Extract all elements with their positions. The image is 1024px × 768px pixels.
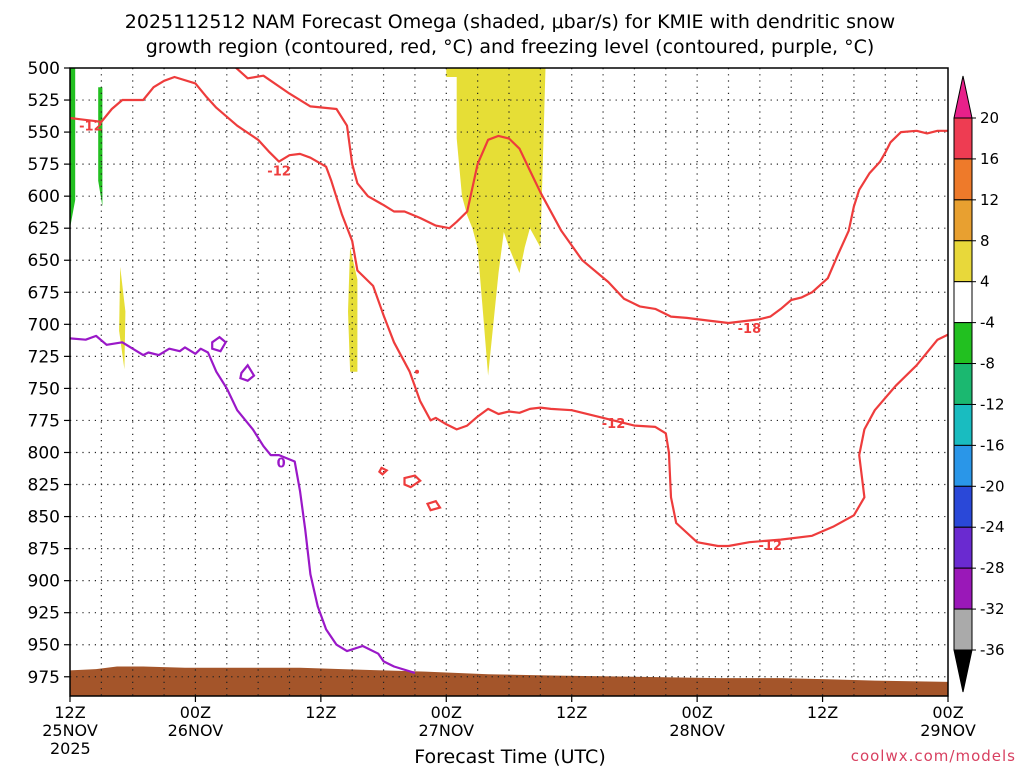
colorbar-label: 4 <box>980 273 990 291</box>
colorbar-segment-11 <box>953 567 973 610</box>
contour-dot <box>415 369 420 374</box>
x-tick-label-time: 00Z <box>431 703 462 722</box>
colorbar: 20 16 12 8 4 -4 -8 -12 -16 -20 -24 -28 -32 -36 <box>953 75 1005 693</box>
colorbar-label: 8 <box>980 232 990 250</box>
x-tick-label-date: 25NOV <box>42 721 98 740</box>
closed-contour-2 <box>377 466 389 476</box>
y-tick-label: 675 <box>28 283 60 303</box>
contour-label-dgz_upper: -12 <box>79 120 103 135</box>
plot-content: -12 -12 -18 -12 -12 0 <box>70 68 948 696</box>
colorbar-bottom-arrow <box>953 649 973 693</box>
terrain-fill <box>70 666 948 696</box>
omega-negative-patch-0 <box>70 68 76 229</box>
colorbar-segment-1 <box>953 158 973 201</box>
y-tick-label: 550 <box>28 123 60 143</box>
closed-contour-1 <box>239 363 256 382</box>
colorbar-segment-8 <box>953 444 973 487</box>
colorbar-top-arrow <box>953 75 973 119</box>
contour-line-2 <box>70 75 948 548</box>
y-tick-label: 950 <box>28 636 60 656</box>
colorbar-segment-10 <box>953 526 973 569</box>
contour-label-dgz_upper_c: -18 <box>738 322 762 337</box>
x-tick-label-date: 29NOV <box>920 721 976 740</box>
plot-frame <box>69 67 949 697</box>
y-tick-label: 900 <box>28 572 60 592</box>
colorbar-label: -36 <box>980 641 1005 659</box>
chart-title-line-1: 2025112512 NAM Forecast Omega (shaded, μ… <box>125 11 895 33</box>
omega-negative-patch-1 <box>98 87 103 207</box>
y-tick-label: 700 <box>28 315 60 335</box>
colorbar-label: 20 <box>980 109 999 127</box>
x-tick-label-time: 00Z <box>180 703 211 722</box>
y-tick-label: 750 <box>28 379 60 399</box>
omega-positive-patch-0 <box>446 68 546 376</box>
credit-text: coolwx.com/models <box>851 747 1016 765</box>
colorbar-label: -20 <box>980 477 1005 495</box>
y-tick-label: 825 <box>28 476 60 496</box>
colorbar-label: -12 <box>980 395 1005 413</box>
colorbar-label: -28 <box>980 559 1005 577</box>
x-tick-label-year: 2025 <box>50 739 91 758</box>
colorbar-segment-12 <box>953 608 973 651</box>
colorbar-segment-3 <box>953 240 973 283</box>
colorbar-label: -24 <box>980 518 1005 536</box>
y-tick-label: 500 <box>28 59 60 79</box>
colorbar-segment-5 <box>953 322 973 365</box>
y-tick-label: 725 <box>28 347 60 367</box>
x-tick-label-time: 12Z <box>54 703 85 722</box>
closed-contour-3 <box>403 474 422 489</box>
x-tick-label-date: 27NOV <box>418 721 474 740</box>
y-tick-label: 600 <box>28 187 60 207</box>
y-tick-label: 775 <box>28 411 60 431</box>
colorbar-segment-2 <box>953 199 973 242</box>
colorbar-label: 16 <box>980 150 999 168</box>
contour-label-dgz_lower_b: -12 <box>759 539 783 554</box>
colorbar-segment-7 <box>953 403 973 446</box>
y-tick-label: 800 <box>28 443 60 463</box>
x-tick-label-time: 12Z <box>556 703 587 722</box>
x-tick-label-time: 00Z <box>932 703 963 722</box>
x-axis-label: Forecast Time (UTC) <box>414 746 605 768</box>
closed-contour-4 <box>425 499 442 512</box>
closed-contour-0 <box>211 335 228 353</box>
colorbar-segment-4 <box>953 281 973 324</box>
y-tick-label: 575 <box>28 155 60 175</box>
x-tick-label-time: 00Z <box>681 703 712 722</box>
y-tick-label: 625 <box>28 219 60 239</box>
colorbar-segment-0 <box>953 117 973 160</box>
colorbar-label: -4 <box>980 314 995 332</box>
y-tick-label: 650 <box>28 251 60 271</box>
x-tick-label-date: 26NOV <box>168 721 224 740</box>
chart-title-line-2: growth region (contoured, red, °C) and f… <box>146 36 875 58</box>
contour-line-0 <box>70 334 416 674</box>
y-tick-label: 525 <box>28 91 60 111</box>
x-tick-label-time: 12Z <box>305 703 336 722</box>
contour-line-1 <box>234 68 948 325</box>
colorbar-segment-6 <box>953 363 973 405</box>
colorbar-label: -16 <box>980 436 1005 454</box>
omega-positive-patch-1 <box>348 247 358 372</box>
y-tick-label: 925 <box>28 604 60 624</box>
x-tick-label-time: 12Z <box>807 703 838 722</box>
y-tick-label: 875 <box>28 540 60 560</box>
contour-label-freezing: 0 <box>277 457 286 472</box>
contour-label-dgz_upper_b: -12 <box>267 165 291 180</box>
colorbar-label: -8 <box>980 355 995 373</box>
plot-area: -12 -12 -18 -12 -12 0 500 525 550 575 600 625 650 675… <box>28 59 976 758</box>
contour-label-dgz_lower_a: -12 <box>602 417 626 432</box>
omega-positive-patch-2 <box>119 266 126 370</box>
y-tick-label: 975 <box>28 668 60 688</box>
colorbar-label: -32 <box>980 600 1005 618</box>
colorbar-label: 12 <box>980 191 999 209</box>
y-tick-label: 850 <box>28 508 60 528</box>
colorbar-segment-9 <box>953 485 973 528</box>
x-tick-label-date: 28NOV <box>669 721 725 740</box>
